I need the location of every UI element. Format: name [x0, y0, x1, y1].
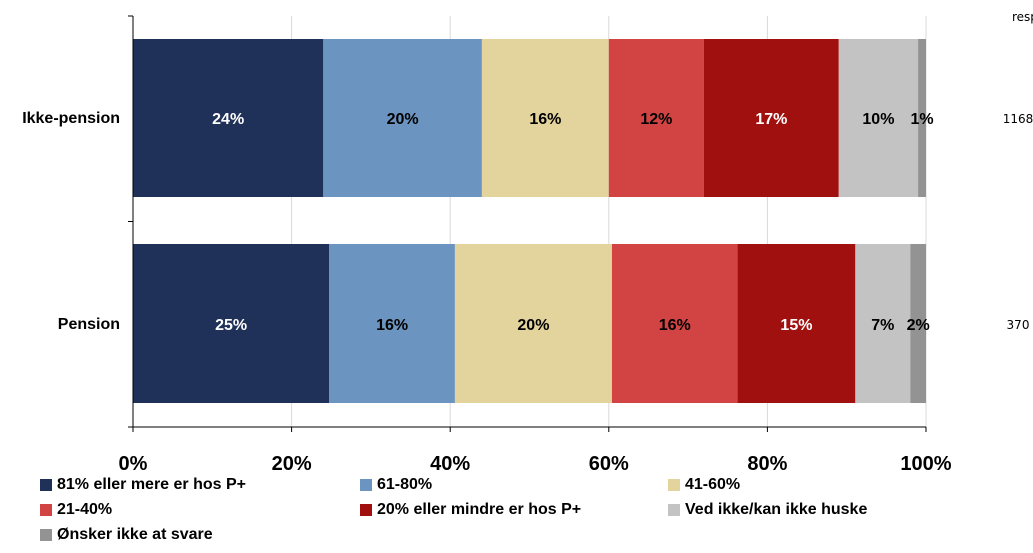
- bar-segment-ved-ikke-kan-ikke-huske: [838, 39, 919, 197]
- x-tick-label: 100%: [900, 453, 951, 475]
- data-label: 20%: [517, 317, 549, 334]
- respondent-count: 1168: [1003, 112, 1033, 126]
- x-tick-label: 20%: [272, 453, 312, 475]
- legend-swatch: [668, 504, 680, 516]
- legend-swatch: [40, 479, 52, 491]
- legend-swatch: [40, 504, 52, 516]
- data-label: 12%: [640, 111, 672, 128]
- category-label: Ikke-pension: [22, 110, 120, 127]
- data-label: 25%: [215, 317, 247, 334]
- legend-label: Ved ikke/kan ikke huske: [685, 501, 868, 518]
- bar-segment-nsker-ikke-at-svare: [910, 244, 926, 403]
- data-label: 1%: [910, 111, 933, 128]
- respondent-count: 370: [1007, 318, 1030, 332]
- legend-item: 20% eller mindre er hos P+: [360, 501, 581, 519]
- legend-item: Ønsker ikke at svare: [40, 526, 213, 544]
- legend-item: 61-80%: [360, 476, 432, 494]
- bar-segment-81-eller-mere-er-hos-p: [133, 244, 330, 403]
- legend-label: 20% eller mindre er hos P+: [377, 501, 582, 518]
- x-tick-label: 60%: [589, 453, 629, 475]
- legend-label: Ønsker ikke at svare: [57, 526, 213, 543]
- axes: 0% 20% 40% 60% 80% 100% Ikke-pension Pension: [22, 15, 952, 475]
- legend-item: 21-40%: [40, 501, 112, 519]
- bar-segment-81-eller-mere-er-hos-p: [133, 39, 324, 197]
- data-label: 2%: [907, 317, 930, 334]
- data-label: 24%: [212, 111, 244, 128]
- bar-segment-41-60: [454, 244, 612, 403]
- x-tick-label: 40%: [430, 453, 470, 475]
- data-label: 15%: [780, 317, 812, 334]
- legend-swatch: [360, 504, 372, 516]
- data-label: 17%: [755, 111, 787, 128]
- legend-item: Ved ikke/kan ikke huske: [668, 501, 867, 519]
- bar-segment-20-eller-mindre-er-hos-p: [737, 244, 856, 403]
- data-label: 20%: [387, 111, 419, 128]
- legend-label: 61-80%: [377, 476, 433, 493]
- data-label: 7%: [871, 317, 894, 334]
- bar-segments: 24% 20% 16% 12% 17% 10% 1% 25% 16% 20% 16% 15% 7% 2%: [133, 39, 934, 403]
- legend-swatch: [668, 479, 680, 491]
- data-label: 16%: [376, 317, 408, 334]
- bar-segment-20-eller-mindre-er-hos-p: [703, 39, 839, 197]
- legend-item: 41-60%: [668, 476, 740, 494]
- bar-segment-21-40: [611, 244, 738, 403]
- legend-swatch: [40, 529, 52, 541]
- bar-segment-61-80: [323, 39, 482, 197]
- x-tick-label: 80%: [747, 453, 787, 475]
- data-label: 16%: [659, 317, 691, 334]
- bar-segment-21-40: [608, 39, 704, 197]
- category-label: Pension: [58, 316, 120, 333]
- legend-swatch: [360, 479, 372, 491]
- legend-label: 81% eller mere er hos P+: [57, 476, 246, 493]
- bar-segment-61-80: [329, 244, 455, 403]
- legend-label: 21-40%: [57, 501, 113, 518]
- legend-item: 81% eller mere er hos P+: [40, 476, 246, 494]
- data-label: 10%: [862, 111, 894, 128]
- x-tick-label: 0%: [119, 453, 148, 475]
- data-label: 16%: [529, 111, 561, 128]
- bar-segment-41-60: [481, 39, 609, 197]
- legend-label: 41-60%: [685, 476, 741, 493]
- resp-header: resp.: [1012, 10, 1033, 24]
- bar-segment-nsker-ikke-at-svare: [918, 39, 926, 197]
- bar-segment-ved-ikke-kan-ikke-huske: [855, 244, 911, 403]
